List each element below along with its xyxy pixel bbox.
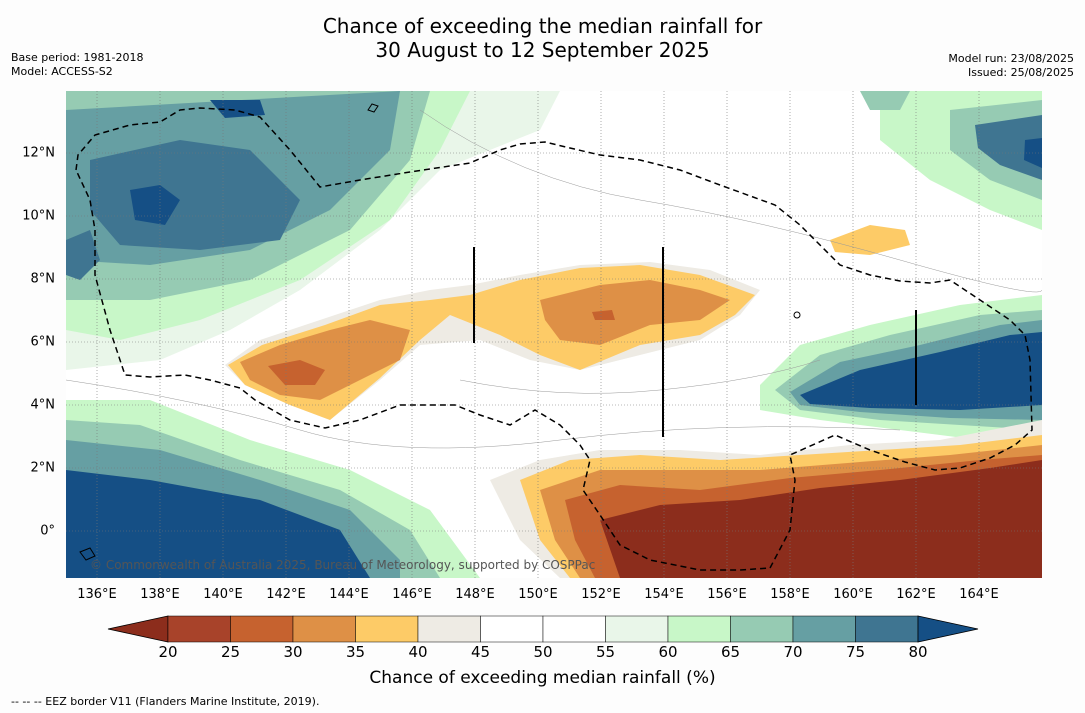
colorbar-label-20: 20 [158,643,178,661]
colorbar-label-80: 80 [908,643,928,661]
title-line-1: Chance of exceeding the median rainfall … [322,14,763,38]
colorbar-label-30: 30 [283,643,303,661]
colorbar-75-80 [855,615,919,643]
colorbar-70-75 [792,615,856,643]
field-80-south-west [66,470,370,578]
field-25-30-central-east [592,310,615,320]
copyright-text: © Commonwealth of Australia 2025, Bureau… [90,558,596,572]
rainfall-field [66,91,1042,578]
colorbar-label-40: 40 [408,643,428,661]
x-tick-148e: 148°E [455,587,495,602]
field-75-west-edge [66,230,100,280]
model-name: Model: ACCESS-S2 [11,65,113,78]
contour-line-2 [419,109,1042,293]
x-tick-160e: 160°E [833,587,873,602]
colorbar-label-35: 35 [345,643,366,661]
field-75-80-north-west [90,140,300,250]
x-tick-136e: 136°E [77,587,117,602]
field-75-north-east [975,115,1042,180]
field-80-north-west [130,185,180,225]
field-80-north-west-top [210,100,265,118]
colorbar-20-25 [167,615,231,643]
colorbar-65-70 [730,615,794,643]
colorbar-55-60 [605,615,669,643]
y-tick-4n: 4°N [30,397,56,413]
field-30-35-central-east [540,280,730,345]
map-title: Chance of exceeding the median rainfall … [0,14,1085,62]
colorbar-title: Chance of exceeding median rainfall (%) [369,668,716,688]
colorbar-50-55 [542,615,606,643]
y-tick-2n: 2°N [30,460,56,476]
island-1 [367,103,379,113]
x-tick-162e: 162°E [896,587,936,602]
eez-footnote: -- -- -- EEZ border V11 (Flanders Marine… [11,695,320,708]
x-tick-164e: 164°E [959,587,999,602]
island-2 [793,311,801,319]
x-tick-142e: 142°E [266,587,306,602]
meta-left: Base period: 1981-2018 Model: ACCESS-S2 [11,51,143,79]
y-tick-6n: 6°N [30,334,56,350]
graticule [66,91,1042,578]
x-tick-146e: 146°E [392,587,432,602]
field-65-top-north-east [860,91,910,110]
contour-line-3 [459,359,821,394]
x-tick-140e: 140°E [203,587,243,602]
colorbar-label-55: 55 [595,643,616,661]
x-tick-154e: 154°E [644,587,684,602]
eez-border [75,107,1033,571]
meta-right: Model run: 23/08/2025 Issued: 25/08/2025 [948,52,1074,80]
colorbar [107,615,979,643]
colorbar-label-25: 25 [220,643,241,661]
colorbar-label-70: 70 [783,643,803,661]
x-tick-152e: 152°E [581,587,621,602]
colorbar-high-arrow [917,615,979,643]
island-3 [79,547,96,561]
colorbar-40-45 [417,615,481,643]
y-tick-0: 0° [40,523,55,539]
x-tick-144e: 144°E [329,587,369,602]
x-tick-158e: 158°E [770,587,810,602]
y-tick-8n: 8°N [30,271,56,287]
y-tick-10n: 10°N [22,208,55,224]
field-25-30-central-west [268,360,325,385]
colorbar-25-30 [230,615,294,643]
colorbar-low-arrow [107,615,169,643]
contour-line-1 [66,379,901,449]
issued-date: Issued: 25/08/2025 [967,66,1074,79]
colorbar-label-60: 60 [658,643,678,661]
colorbar-label-45: 45 [470,643,491,661]
islands [79,103,801,561]
y-tick-12n: 12°N [22,145,55,161]
colorbar-label-65: 65 [720,643,741,661]
model-run: Model run: 23/08/2025 [948,52,1074,65]
field-35-40-north-east [830,225,910,255]
colorbar-60-65 [667,615,731,643]
field-80-east [800,332,1042,410]
field-20-south-east [600,460,1042,578]
title-line-2: 30 August to 12 September 2025 [375,38,710,62]
x-tick-150e: 150°E [518,587,558,602]
colorbar-35-40 [355,615,419,643]
x-tick-156e: 156°E [707,587,747,602]
colorbar-label-50: 50 [533,643,553,661]
colorbar-label-75: 75 [845,643,866,661]
x-tick-138e: 138°E [140,587,180,602]
colorbar-45-50 [480,615,544,643]
colorbar-30-35 [292,615,356,643]
base-period: Base period: 1981-2018 [11,51,144,64]
